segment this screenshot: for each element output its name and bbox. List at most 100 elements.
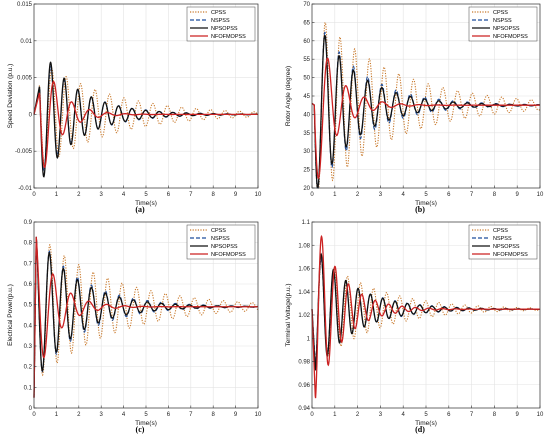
y-tick-label: 0.96 bbox=[298, 383, 310, 389]
x-tick-label: 9 bbox=[516, 412, 520, 418]
y-tick-label: 55 bbox=[303, 57, 310, 63]
x-axis-label: Time(s) bbox=[135, 200, 157, 207]
y-tick-label: 30 bbox=[303, 149, 310, 155]
x-tick-label: 6 bbox=[447, 192, 451, 198]
series-line-nfofmopss bbox=[33, 236, 258, 398]
y-tick-label: 0.005 bbox=[17, 76, 33, 82]
x-tick-label: 9 bbox=[234, 192, 238, 198]
legend-label-npsopss: NPSOPSS bbox=[493, 26, 520, 32]
x-axis-label: Time(s) bbox=[135, 420, 157, 427]
y-axis-label: Rotor Angle (degree) bbox=[285, 66, 292, 126]
x-tick-label: 10 bbox=[537, 412, 544, 418]
chart-panel-2: 0 1 2 3 4 5 6 7 8 9 102025303540455055606570Time(s… bbox=[285, 2, 544, 214]
x-tick-label: 5 bbox=[424, 192, 428, 198]
y-tick-label: -0.005 bbox=[15, 149, 33, 155]
x-tick-label: 7 bbox=[470, 412, 474, 418]
x-tick-label: 3 bbox=[100, 412, 104, 418]
legend-box bbox=[186, 224, 256, 260]
x-tick-label: 0 bbox=[310, 412, 314, 418]
x-tick-label: 10 bbox=[255, 192, 262, 198]
x-tick-label: 7 bbox=[189, 412, 193, 418]
panel-label: (a) bbox=[135, 205, 145, 214]
series-line-cpss bbox=[33, 67, 259, 167]
legend-label-cpss: CPSS bbox=[493, 228, 508, 234]
y-tick-label: 0.4 bbox=[24, 323, 33, 329]
legend-label-nspss: NSPSS bbox=[211, 236, 230, 242]
x-tick-label: 7 bbox=[470, 192, 474, 198]
y-tick-label: 0.2 bbox=[24, 365, 33, 371]
x-tick-label: 8 bbox=[493, 192, 497, 198]
chart-panel-4: 0 1 2 3 4 5 6 7 8 9 10 0.94 0.96 0.98 1 1.02 1.04 1.06 1.0… bbox=[285, 220, 544, 434]
legend-label-cpss: CPSS bbox=[211, 10, 226, 16]
x-tick-label: 3 bbox=[100, 192, 104, 198]
x-tick-label: 2 bbox=[77, 412, 81, 418]
chart-panel-1: 0 1 2 3 4 5 6 7 8 9 10 -0.01 -0.005 0 0.005 0.01 0.015 Ti… bbox=[7, 2, 262, 214]
y-tick-label: 0.98 bbox=[298, 360, 310, 366]
y-tick-label: 0.8 bbox=[24, 241, 33, 247]
x-tick-label: 9 bbox=[516, 192, 520, 198]
legend-label-nspss: NSPSS bbox=[493, 236, 512, 242]
y-tick-label: 60 bbox=[303, 39, 310, 45]
x-axis-label: Time(s) bbox=[415, 420, 437, 427]
y-tick-label: 25 bbox=[303, 168, 310, 174]
x-tick-label: 2 bbox=[356, 412, 360, 418]
x-tick-label: 8 bbox=[493, 412, 497, 418]
x-tick-label: 1 bbox=[55, 412, 59, 418]
y-axis-label: Speed Deviation (p.u.) bbox=[7, 64, 14, 129]
x-tick-label: 1 bbox=[333, 192, 337, 198]
x-tick-label: 5 bbox=[144, 192, 148, 198]
y-tick-label: 0.015 bbox=[17, 2, 33, 8]
x-tick-label: 6 bbox=[167, 412, 171, 418]
series-line-nfofmopss bbox=[311, 57, 540, 180]
x-axis-label: Time(s) bbox=[415, 200, 437, 207]
legend-label-nspss: NSPSS bbox=[211, 18, 230, 24]
legend-label-nfofmopss: NFOFMOPSS bbox=[211, 34, 246, 40]
y-tick-label: 0.1 bbox=[24, 385, 33, 391]
x-tick-label: 6 bbox=[447, 412, 451, 418]
x-tick-label: 1 bbox=[55, 192, 59, 198]
x-tick-label: 5 bbox=[424, 412, 428, 418]
series-line-nfofmopss bbox=[311, 234, 540, 399]
y-tick-label: 0.5 bbox=[24, 303, 33, 309]
x-tick-label: 2 bbox=[356, 192, 360, 198]
panel-label: (d) bbox=[415, 425, 425, 434]
y-tick-label: 1 bbox=[307, 336, 311, 342]
y-tick-label: 1.02 bbox=[298, 313, 310, 319]
y-tick-label: 0.7 bbox=[24, 261, 33, 267]
y-tick-label: 0.01 bbox=[20, 39, 32, 45]
y-tick-label: 50 bbox=[303, 76, 310, 82]
legend-box bbox=[468, 6, 538, 42]
x-tick-label: 4 bbox=[122, 192, 126, 198]
x-tick-label: 4 bbox=[402, 412, 406, 418]
legend-label-npsopss: NPSOPSS bbox=[211, 26, 238, 32]
legend-box bbox=[186, 6, 256, 42]
x-tick-label: 3 bbox=[379, 192, 383, 198]
y-tick-label: 70 bbox=[303, 2, 310, 8]
legend-label-nspss: NSPSS bbox=[493, 18, 512, 24]
x-tick-label: 3 bbox=[379, 412, 383, 418]
y-tick-label: 1.04 bbox=[298, 290, 310, 296]
x-tick-label: 10 bbox=[255, 412, 262, 418]
legend-label-npsopss: NPSOPSS bbox=[211, 244, 238, 250]
y-tick-label: 45 bbox=[303, 94, 310, 100]
y-tick-label: 0 bbox=[29, 112, 33, 118]
x-tick-label: 10 bbox=[537, 192, 544, 198]
legend-label-nfofmopss: NFOFMOPSS bbox=[493, 34, 528, 40]
x-tick-label: 0 bbox=[310, 192, 314, 198]
x-tick-label: 2 bbox=[77, 192, 81, 198]
y-tick-label: 1.08 bbox=[298, 243, 310, 249]
x-tick-label: 4 bbox=[402, 192, 406, 198]
x-tick-label: 8 bbox=[212, 192, 216, 198]
y-tick-label: 65 bbox=[303, 20, 310, 26]
y-tick-label: 0 bbox=[29, 406, 33, 412]
y-tick-label: 40 bbox=[303, 112, 310, 118]
y-tick-label: 0.9 bbox=[24, 220, 33, 226]
legend-label-cpss: CPSS bbox=[493, 10, 508, 16]
x-tick-label: 8 bbox=[212, 412, 216, 418]
legend-label-cpss: CPSS bbox=[211, 228, 226, 234]
series-line-nfofmopss bbox=[33, 80, 258, 169]
legend-label-npsopss: NPSOPSS bbox=[493, 244, 520, 250]
y-tick-label: 1.06 bbox=[298, 267, 310, 273]
y-tick-label: 1.1 bbox=[302, 220, 311, 226]
x-tick-label: 0 bbox=[32, 412, 36, 418]
